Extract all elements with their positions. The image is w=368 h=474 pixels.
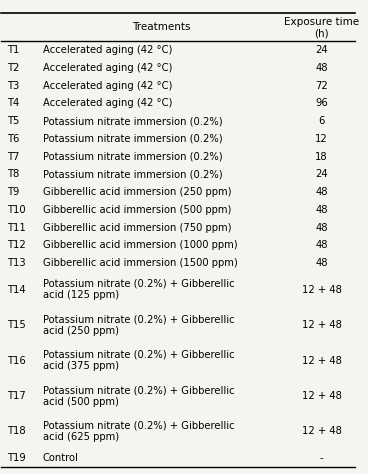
- Text: 48: 48: [315, 240, 328, 250]
- Text: T15: T15: [7, 320, 25, 330]
- Text: Gibberellic acid immersion (250 ppm): Gibberellic acid immersion (250 ppm): [43, 187, 231, 197]
- Text: 96: 96: [315, 99, 328, 109]
- Text: T1: T1: [7, 46, 19, 55]
- Text: Potassium nitrate (0.2%) + Gibberellic
acid (500 ppm): Potassium nitrate (0.2%) + Gibberellic a…: [43, 385, 234, 407]
- Text: 48: 48: [315, 258, 328, 268]
- Text: T18: T18: [7, 427, 25, 437]
- Text: Potassium nitrate (0.2%) + Gibberellic
acid (375 ppm): Potassium nitrate (0.2%) + Gibberellic a…: [43, 350, 234, 371]
- Text: Gibberellic acid immersion (1000 ppm): Gibberellic acid immersion (1000 ppm): [43, 240, 237, 250]
- Text: 24: 24: [315, 46, 328, 55]
- Text: T17: T17: [7, 391, 25, 401]
- Text: Accelerated aging (42 °C): Accelerated aging (42 °C): [43, 46, 172, 55]
- Text: T2: T2: [7, 63, 19, 73]
- Text: Control: Control: [43, 453, 78, 463]
- Text: 12 + 48: 12 + 48: [301, 427, 342, 437]
- Text: T13: T13: [7, 258, 25, 268]
- Text: T10: T10: [7, 205, 25, 215]
- Text: 48: 48: [315, 187, 328, 197]
- Text: T14: T14: [7, 285, 25, 295]
- Text: Gibberellic acid immersion (500 ppm): Gibberellic acid immersion (500 ppm): [43, 205, 231, 215]
- Text: 12 + 48: 12 + 48: [301, 391, 342, 401]
- Text: Potassium nitrate immersion (0.2%): Potassium nitrate immersion (0.2%): [43, 116, 222, 126]
- Text: Potassium nitrate immersion (0.2%): Potassium nitrate immersion (0.2%): [43, 169, 222, 180]
- Text: Potassium nitrate (0.2%) + Gibberellic
acid (250 ppm): Potassium nitrate (0.2%) + Gibberellic a…: [43, 314, 234, 336]
- Text: T4: T4: [7, 99, 19, 109]
- Text: 12 + 48: 12 + 48: [301, 356, 342, 365]
- Text: Potassium nitrate (0.2%) + Gibberellic
acid (625 ppm): Potassium nitrate (0.2%) + Gibberellic a…: [43, 421, 234, 442]
- Text: 12 + 48: 12 + 48: [301, 285, 342, 295]
- Text: Gibberellic acid immersion (750 ppm): Gibberellic acid immersion (750 ppm): [43, 223, 231, 233]
- Text: Accelerated aging (42 °C): Accelerated aging (42 °C): [43, 63, 172, 73]
- Text: 48: 48: [315, 63, 328, 73]
- Text: Potassium nitrate immersion (0.2%): Potassium nitrate immersion (0.2%): [43, 134, 222, 144]
- Text: -: -: [320, 453, 323, 463]
- Text: 24: 24: [315, 169, 328, 180]
- Text: Accelerated aging (42 °C): Accelerated aging (42 °C): [43, 99, 172, 109]
- Text: T3: T3: [7, 81, 19, 91]
- Text: 12 + 48: 12 + 48: [301, 320, 342, 330]
- Text: 72: 72: [315, 81, 328, 91]
- Text: 12: 12: [315, 134, 328, 144]
- Text: Gibberellic acid immersion (1500 ppm): Gibberellic acid immersion (1500 ppm): [43, 258, 237, 268]
- Text: T19: T19: [7, 453, 25, 463]
- Text: Potassium nitrate (0.2%) + Gibberellic
acid (125 ppm): Potassium nitrate (0.2%) + Gibberellic a…: [43, 279, 234, 301]
- Text: 48: 48: [315, 223, 328, 233]
- Text: 18: 18: [315, 152, 328, 162]
- Text: Treatments: Treatments: [132, 22, 191, 32]
- Text: T6: T6: [7, 134, 19, 144]
- Text: T7: T7: [7, 152, 19, 162]
- Text: T12: T12: [7, 240, 25, 250]
- Text: T16: T16: [7, 356, 25, 365]
- Text: Accelerated aging (42 °C): Accelerated aging (42 °C): [43, 81, 172, 91]
- Text: Potassium nitrate immersion (0.2%): Potassium nitrate immersion (0.2%): [43, 152, 222, 162]
- Text: T8: T8: [7, 169, 19, 180]
- Text: 48: 48: [315, 205, 328, 215]
- Text: T11: T11: [7, 223, 25, 233]
- Text: T9: T9: [7, 187, 19, 197]
- Text: 6: 6: [318, 116, 325, 126]
- Text: Exposure time
(h): Exposure time (h): [284, 17, 359, 38]
- Text: T5: T5: [7, 116, 19, 126]
